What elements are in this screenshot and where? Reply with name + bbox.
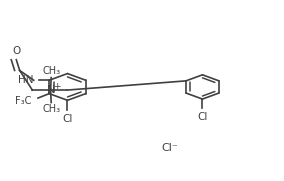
Text: Cl: Cl [62,114,73,124]
Text: F₃C: F₃C [14,96,31,106]
Text: O: O [12,46,20,56]
Text: CH₃: CH₃ [42,104,60,114]
Text: +: + [53,82,60,91]
Text: Cl: Cl [197,111,208,121]
Text: N: N [46,85,55,95]
Text: HN: HN [18,75,34,85]
Text: CH₃: CH₃ [42,66,60,76]
Text: Cl⁻: Cl⁻ [162,142,179,153]
